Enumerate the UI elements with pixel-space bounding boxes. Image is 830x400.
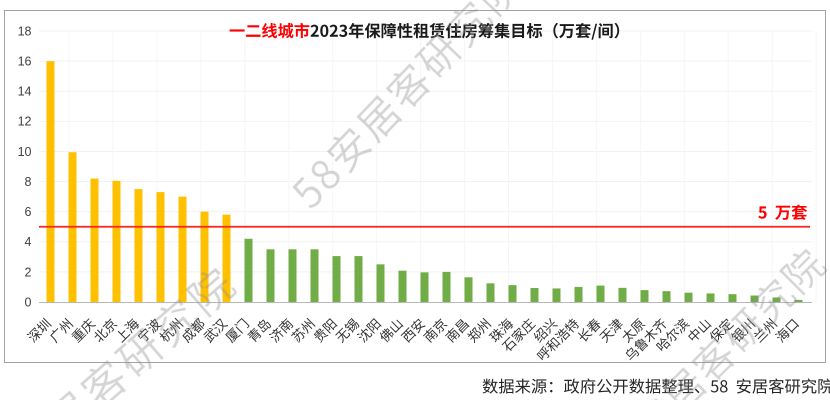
svg-text:14: 14 bbox=[18, 85, 32, 99]
svg-text:18: 18 bbox=[18, 24, 32, 38]
svg-text:2: 2 bbox=[25, 265, 32, 279]
svg-text:6: 6 bbox=[25, 205, 32, 219]
svg-text:8: 8 bbox=[25, 175, 32, 189]
svg-text:12: 12 bbox=[18, 115, 32, 129]
svg-text:10: 10 bbox=[18, 145, 32, 159]
svg-text:4: 4 bbox=[25, 235, 32, 249]
svg-text:16: 16 bbox=[18, 55, 32, 69]
svg-text:0: 0 bbox=[25, 295, 32, 309]
